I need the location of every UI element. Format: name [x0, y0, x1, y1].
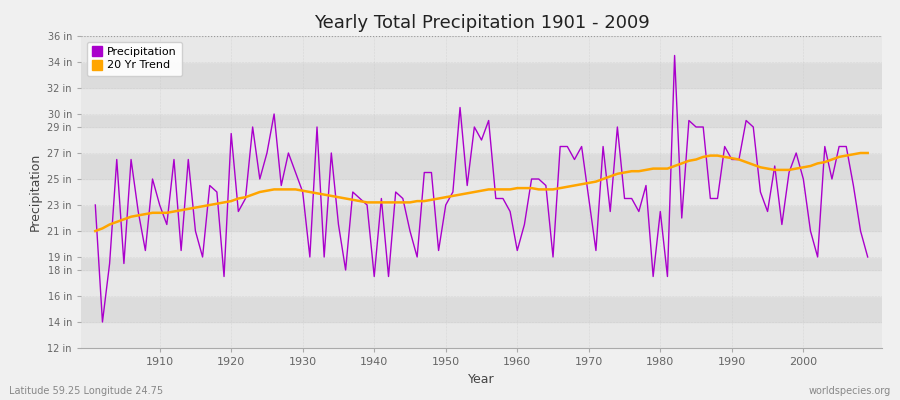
Bar — [81, 231, 882, 257]
Bar — [81, 205, 882, 231]
Bar — [81, 88, 882, 114]
Y-axis label: Precipitation: Precipitation — [29, 153, 41, 231]
Bar — [81, 322, 882, 348]
Bar — [81, 270, 882, 296]
Bar — [81, 127, 882, 153]
Title: Yearly Total Precipitation 1901 - 2009: Yearly Total Precipitation 1901 - 2009 — [313, 14, 650, 32]
Bar — [81, 153, 882, 179]
Text: worldspecies.org: worldspecies.org — [809, 386, 891, 396]
Text: Latitude 59.25 Longitude 24.75: Latitude 59.25 Longitude 24.75 — [9, 386, 163, 396]
Bar — [81, 36, 882, 62]
Bar — [81, 296, 882, 322]
Bar — [81, 179, 882, 205]
Legend: Precipitation, 20 Yr Trend: Precipitation, 20 Yr Trend — [86, 42, 182, 76]
Bar — [81, 114, 882, 127]
Bar — [81, 62, 882, 88]
X-axis label: Year: Year — [468, 372, 495, 386]
Bar — [81, 257, 882, 270]
